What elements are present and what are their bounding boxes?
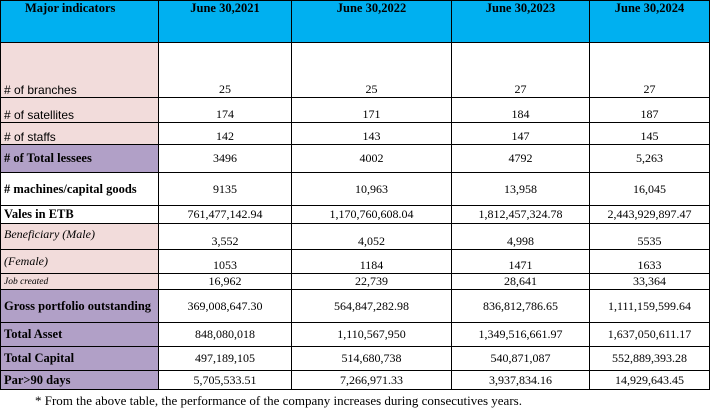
cell-value: 4,998 (451, 223, 590, 250)
cell-value: 1,111,159,599.64 (589, 289, 710, 323)
cell-value: 1184 (291, 249, 452, 274)
cell-value: 1,170,760,608.04 (291, 205, 452, 224)
cell-value: 5535 (589, 223, 710, 250)
cell-value: 145 (589, 122, 710, 145)
row-label: Total Asset (0, 322, 159, 347)
table-row: Total Asset 848,080,018 1,110,567,950 1,… (0, 322, 710, 347)
table-row: # machines/capital goods 9135 10,963 13,… (0, 172, 710, 206)
cell-value: 143 (291, 122, 452, 145)
cell-value: 1053 (158, 249, 292, 274)
cell-value: 3,552 (158, 223, 292, 250)
cell-value: 1,812,457,324.78 (451, 205, 590, 224)
header-2024: June 30,2024 (589, 0, 710, 43)
cell-value: 5,263 (589, 144, 710, 173)
header-row: Major indicators June 30,2021 June 30,20… (0, 0, 710, 43)
cell-value: 22,739 (291, 273, 452, 290)
cell-value: 9135 (158, 172, 292, 206)
row-label: (Female) (0, 249, 159, 274)
cell-value: 564,847,282.98 (291, 289, 452, 323)
cell-value: 27 (589, 42, 710, 98)
table-row: Total Capital 497,189,105 514,680,738 54… (0, 346, 710, 371)
cell-value: 171 (291, 97, 452, 123)
cell-value: 187 (589, 97, 710, 123)
cell-value: 142 (158, 122, 292, 145)
row-label: # machines/capital goods (0, 172, 159, 206)
table-row: # of satellites 174 171 184 187 (0, 97, 710, 123)
cell-value: 497,189,105 (158, 346, 292, 371)
cell-value: 3,937,834.16 (451, 370, 590, 390)
cell-value: 1,637,050,611.17 (589, 322, 710, 347)
cell-value: 5,705,533.51 (158, 370, 292, 390)
row-label: Total Capital (0, 346, 159, 371)
cell-value: 3496 (158, 144, 292, 173)
header-2021: June 30,2021 (158, 0, 292, 43)
table-row: Job created 16,962 22,739 28,641 33,364 (0, 273, 710, 290)
cell-value: 1,110,567,950 (291, 322, 452, 347)
cell-value: 1,349,516,661.97 (451, 322, 590, 347)
table-row: (Female) 1053 1184 1471 1633 (0, 249, 710, 274)
row-label: Par>90 days (0, 370, 159, 390)
row-label: Job created (0, 273, 159, 290)
cell-value: 174 (158, 97, 292, 123)
cell-value: 25 (291, 42, 452, 98)
cell-value: 2,443,929,897.47 (589, 205, 710, 224)
cell-value: 14,929,643.45 (589, 370, 710, 390)
cell-value: 836,812,786.65 (451, 289, 590, 323)
cell-value: 16,045 (589, 172, 710, 206)
indicators-table: Major indicators June 30,2021 June 30,20… (0, 0, 710, 390)
header-2023: June 30,2023 (451, 0, 590, 43)
table-row: # of staffs 142 143 147 145 (0, 122, 710, 145)
row-label: Vales in ETB (0, 205, 159, 224)
row-label: # of Total lessees (0, 144, 159, 173)
cell-value: 4792 (451, 144, 590, 173)
cell-value: 16,962 (158, 273, 292, 290)
cell-value: 514,680,738 (291, 346, 452, 371)
cell-value: 147 (451, 122, 590, 145)
cell-value: 10,963 (291, 172, 452, 206)
cell-value: 761,477,142.94 (158, 205, 292, 224)
table-row: Gross portfolio outstanding 369,008,647.… (0, 289, 710, 323)
cell-value: 13,958 (451, 172, 590, 206)
cell-value: 848,080,018 (158, 322, 292, 347)
footnote: * From the above table, the performance … (35, 393, 522, 408)
cell-value: 184 (451, 97, 590, 123)
cell-value: 552,889,393.28 (589, 346, 710, 371)
cell-value: 1633 (589, 249, 710, 274)
row-label: Beneficiary (Male) (0, 223, 159, 250)
cell-value: 25 (158, 42, 292, 98)
table-row: Beneficiary (Male) 3,552 4,052 4,998 553… (0, 223, 710, 250)
cell-value: 33,364 (589, 273, 710, 290)
row-label: # of satellites (0, 97, 159, 123)
cell-value: 540,871,087 (451, 346, 590, 371)
table-row: Par>90 days 5,705,533.51 7,266,971.33 3,… (0, 370, 710, 390)
cell-value: 7,266,971.33 (291, 370, 452, 390)
cell-value: 369,008,647.30 (158, 289, 292, 323)
cell-value: 4,052 (291, 223, 452, 250)
header-major-indicators: Major indicators (0, 0, 159, 43)
cell-value: 1471 (451, 249, 590, 274)
row-label: # of branches (0, 42, 159, 98)
row-label: # of staffs (0, 122, 159, 145)
cell-value: 28,641 (451, 273, 590, 290)
table-row: # of Total lessees 3496 4002 4792 5,263 (0, 144, 710, 173)
cell-value: 27 (451, 42, 590, 98)
table-row: Vales in ETB 761,477,142.94 1,170,760,60… (0, 205, 710, 224)
header-2022: June 30,2022 (291, 0, 452, 43)
table-row: # of branches 25 25 27 27 (0, 42, 710, 98)
row-label: Gross portfolio outstanding (0, 289, 159, 323)
cell-value: 4002 (291, 144, 452, 173)
